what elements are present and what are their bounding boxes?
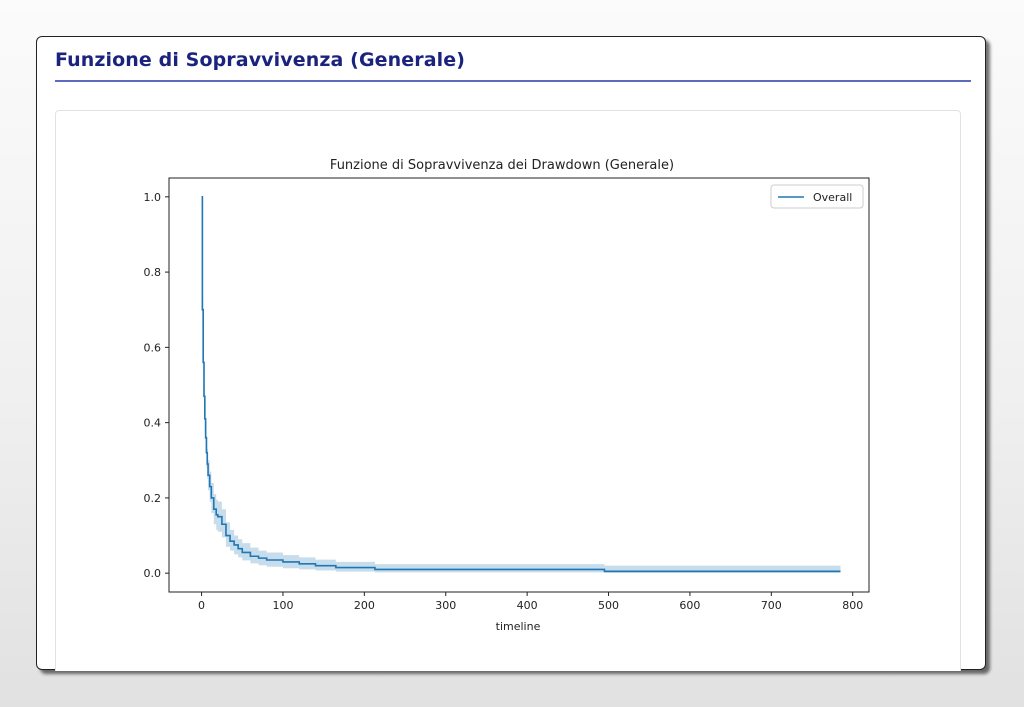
legend-label-overall: Overall xyxy=(813,191,852,204)
x-tick-label: 100 xyxy=(272,599,293,612)
x-tick-label: 400 xyxy=(517,599,538,612)
x-tick-label: 0 xyxy=(198,599,205,612)
legend-box xyxy=(770,184,864,209)
survival-line xyxy=(201,196,841,573)
x-tick-label: 800 xyxy=(842,599,863,612)
plot-area: 0 100 200 300 400 500 600 700 800 0.0 0.2 0.4 0.6 0.8… xyxy=(144,177,870,612)
title-divider xyxy=(55,80,971,82)
survival-chart: Funzione di Sopravvivenza dei Drawdown (… xyxy=(144,158,870,633)
legend: Overall xyxy=(770,184,864,209)
x-tick-label: 600 xyxy=(679,599,700,612)
chart-panel: Funzione di Sopravvivenza (Generale) Fun… xyxy=(36,36,986,671)
axes-frame xyxy=(168,177,870,593)
x-tick-label: 700 xyxy=(761,599,782,612)
y-tick-label: 1.0 xyxy=(144,191,162,204)
y-tick-label: 0.6 xyxy=(144,341,162,354)
x-tick-label: 200 xyxy=(354,599,375,612)
y-tick-label: 0.8 xyxy=(144,266,162,279)
y-tick-label: 0.4 xyxy=(144,417,162,430)
x-tick-label: 300 xyxy=(435,599,456,612)
y-tick-label: 0.2 xyxy=(144,492,162,505)
confidence-band xyxy=(201,196,841,573)
chart-title: Funzione di Sopravvivenza dei Drawdown (… xyxy=(330,158,674,173)
chart-card: Funzione di Sopravvivenza dei Drawdown (… xyxy=(55,110,961,671)
panel-title: Funzione di Sopravvivenza (Generale) xyxy=(55,49,466,71)
y-tick-label: 0.0 xyxy=(144,567,162,580)
x-tick-label: 500 xyxy=(598,599,619,612)
x-axis-label: timeline xyxy=(496,620,541,633)
